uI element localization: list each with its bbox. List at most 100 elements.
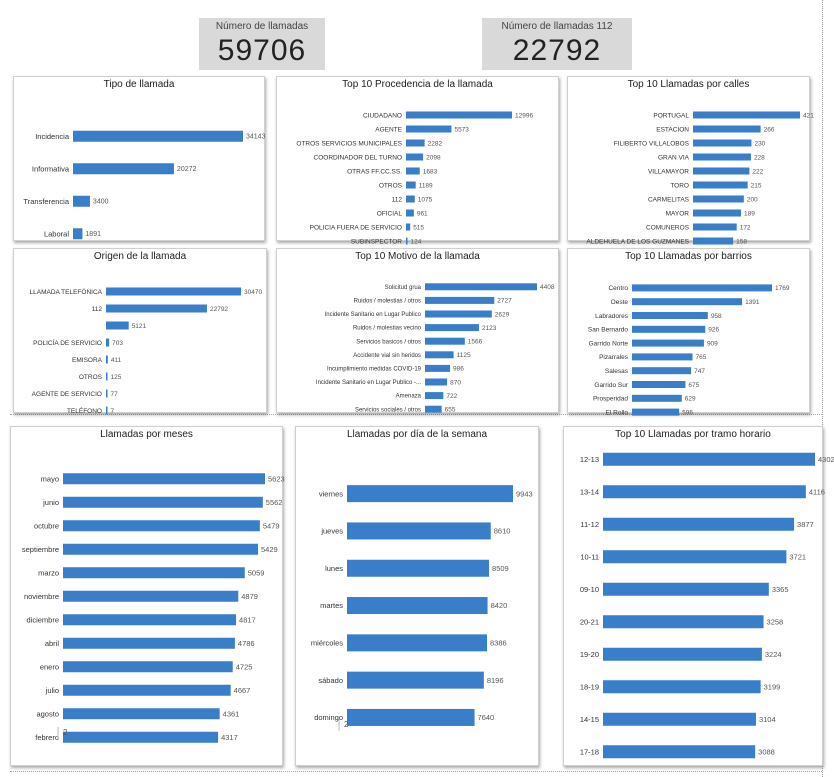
bar-agosto[interactable] — [63, 708, 220, 720]
value-label-informativa: 20272 — [177, 166, 197, 173]
bar-enero[interactable] — [63, 661, 233, 673]
bar-incidente-sanitario-en-lugar-publico[interactable] — [425, 310, 492, 318]
value-label-mayo: 5623 — [268, 474, 285, 483]
bar-marzo[interactable] — [63, 567, 245, 579]
bar-12-13[interactable] — [603, 452, 815, 466]
bar-comuneros[interactable] — [693, 223, 737, 231]
bar-el-rollo[interactable] — [632, 408, 680, 416]
bar-20-21[interactable] — [603, 615, 764, 629]
chart-panel-tipo[interactable]: Tipo de llamada Incidencia 34143 Informativ… — [13, 76, 266, 241]
bar-solicitud-grua[interactable] — [425, 283, 537, 291]
bar-pizarrales[interactable] — [632, 353, 693, 361]
bar-julio[interactable] — [63, 684, 231, 696]
bar-diciembre[interactable] — [63, 614, 237, 626]
bar-14-15[interactable] — [603, 712, 756, 726]
bar-incumplimiento-medidas-covid-19[interactable] — [425, 364, 451, 372]
bar-servicios-basicos-otros[interactable] — [425, 337, 465, 345]
bar-octubre[interactable] — [63, 520, 260, 532]
bar-lunes[interactable] — [347, 559, 490, 577]
category-label-18-19: 18-19 — [580, 682, 599, 691]
value-label-servicios-sociales-otros: 655 — [445, 406, 456, 413]
chart-panel-calles[interactable]: Top 10 Llamadas por calles PORTUGAL 421 EST… — [567, 76, 814, 245]
bar-toro[interactable] — [693, 181, 748, 189]
bar-otros[interactable] — [106, 372, 108, 381]
bar-ciudadano[interactable] — [406, 111, 512, 119]
bar-mayor[interactable] — [693, 209, 742, 217]
chart-panel-procedencia[interactable]: Top 10 Procedencia de la llamada CIUDADAN… — [276, 76, 559, 245]
bar-miercoles[interactable] — [347, 634, 488, 652]
bar-policia-de-servicio[interactable] — [106, 338, 110, 347]
bar-112[interactable] — [106, 304, 207, 313]
bar-19-20[interactable] — [603, 647, 762, 661]
value-label-lunes: 8509 — [492, 564, 509, 573]
bar-estacion[interactable] — [693, 125, 761, 133]
bar-item-2[interactable] — [106, 321, 129, 330]
bar-servicios-sociales-otros[interactable] — [425, 405, 442, 413]
category-label-policia-fuera-de-servicio: POLICIA FUERA DE SERVICIO — [310, 224, 402, 231]
value-label-abril: 4786 — [238, 639, 255, 648]
bar-salesas[interactable] — [632, 367, 692, 375]
bar-10-11[interactable] — [603, 550, 787, 564]
bar-labradores[interactable] — [632, 312, 708, 319]
bar-ruidos-molestias-otros[interactable] — [425, 296, 495, 304]
chart-panel-dias[interactable]: Llamadas por día de la semana viernes 9943… — [295, 426, 539, 766]
bar-centro[interactable] — [632, 284, 772, 292]
bar-mayo[interactable] — [63, 473, 265, 485]
value-label-martes: 8420 — [491, 601, 508, 610]
bar-incidencia[interactable] — [73, 130, 243, 142]
bar-villamayor[interactable] — [693, 167, 750, 175]
bar-febrero[interactable] — [63, 731, 219, 743]
bar-incidente-sanitario-en-lugar-publico[interactable] — [425, 378, 448, 386]
bar-emisora[interactable] — [106, 355, 108, 364]
bar-otros-servicios-municipales[interactable] — [406, 139, 425, 147]
bar-portugal[interactable] — [693, 111, 800, 119]
bar-garrido-norte[interactable] — [632, 339, 704, 347]
bar-garrido-sur[interactable] — [632, 381, 686, 388]
bar-ruidos-molestias-vecino[interactable] — [425, 324, 479, 332]
chart-panel-meses[interactable]: Llamadas por meses mayo 5623 junio 5562 octub… — [10, 426, 285, 766]
bar-martes[interactable] — [347, 597, 488, 615]
bar-informativa[interactable] — [73, 163, 174, 175]
bar-llamada-telefonica[interactable] — [106, 287, 241, 296]
bar-laboral[interactable] — [73, 228, 83, 240]
bar-otros[interactable] — [406, 181, 416, 189]
bar-junio[interactable] — [63, 496, 263, 508]
bar-telefono[interactable] — [106, 406, 108, 415]
bar-oficial[interactable] — [406, 209, 414, 217]
bar-septiembre[interactable] — [63, 543, 259, 555]
bar-11-12[interactable] — [603, 517, 795, 531]
bar-sabado[interactable] — [347, 671, 484, 689]
bar-amenaza[interactable] — [425, 392, 444, 400]
bar-otras-ff-cc-ss[interactable] — [406, 167, 420, 175]
value-label-accidente-vial-sin-heridos: 1125 — [457, 352, 471, 359]
bar-17-18[interactable] — [603, 745, 756, 759]
bar-112[interactable] — [406, 195, 415, 203]
bar-09-10[interactable] — [603, 582, 769, 596]
bar-noviembre[interactable] — [63, 590, 239, 602]
bar-transferencia[interactable] — [73, 195, 90, 207]
bar-abril[interactable] — [63, 637, 235, 649]
bar-coordinador-del-turno[interactable] — [406, 153, 424, 161]
chart-panel-barrios[interactable]: Top 10 Llamadas por barrios Centro 1769 Oes… — [567, 248, 810, 416]
bar-gran-via[interactable] — [693, 153, 751, 161]
chart-panel-origen[interactable]: Origen de la llamada LLAMADA TELEFÓNICA 30… — [13, 248, 267, 415]
chart-panel-tramo[interactable]: Top 10 Llamadas por tramo horario 12-13 43… — [563, 426, 834, 766]
bar-agente-de-servicio[interactable] — [106, 389, 108, 398]
bar-subinspector[interactable] — [406, 237, 408, 245]
bar-accidente-vial-sin-heridos[interactable] — [425, 351, 454, 359]
bar-san-bernardo[interactable] — [632, 325, 706, 333]
bar-oeste[interactable] — [632, 298, 743, 306]
category-label-san-bernardo: San Bernardo — [588, 327, 628, 334]
bar-aldehuela-de-los-guzmanes[interactable] — [693, 237, 734, 245]
chart-panel-motivo[interactable]: Top 10 Motivo de la llamada Solicitud gru… — [276, 248, 559, 413]
bar-domingo[interactable] — [347, 708, 475, 726]
bar-agente[interactable] — [406, 125, 452, 133]
bar-carmelitas[interactable] — [693, 195, 744, 203]
bar-filiberto-villalobos[interactable] — [693, 139, 752, 147]
bar-viernes[interactable] — [347, 485, 513, 503]
bar-jueves[interactable] — [347, 522, 491, 540]
bar-policia-fuera-de-servicio[interactable] — [406, 223, 411, 231]
bar-prosperidad[interactable] — [632, 394, 682, 402]
bar-13-14[interactable] — [603, 485, 806, 499]
bar-18-19[interactable] — [603, 680, 761, 694]
